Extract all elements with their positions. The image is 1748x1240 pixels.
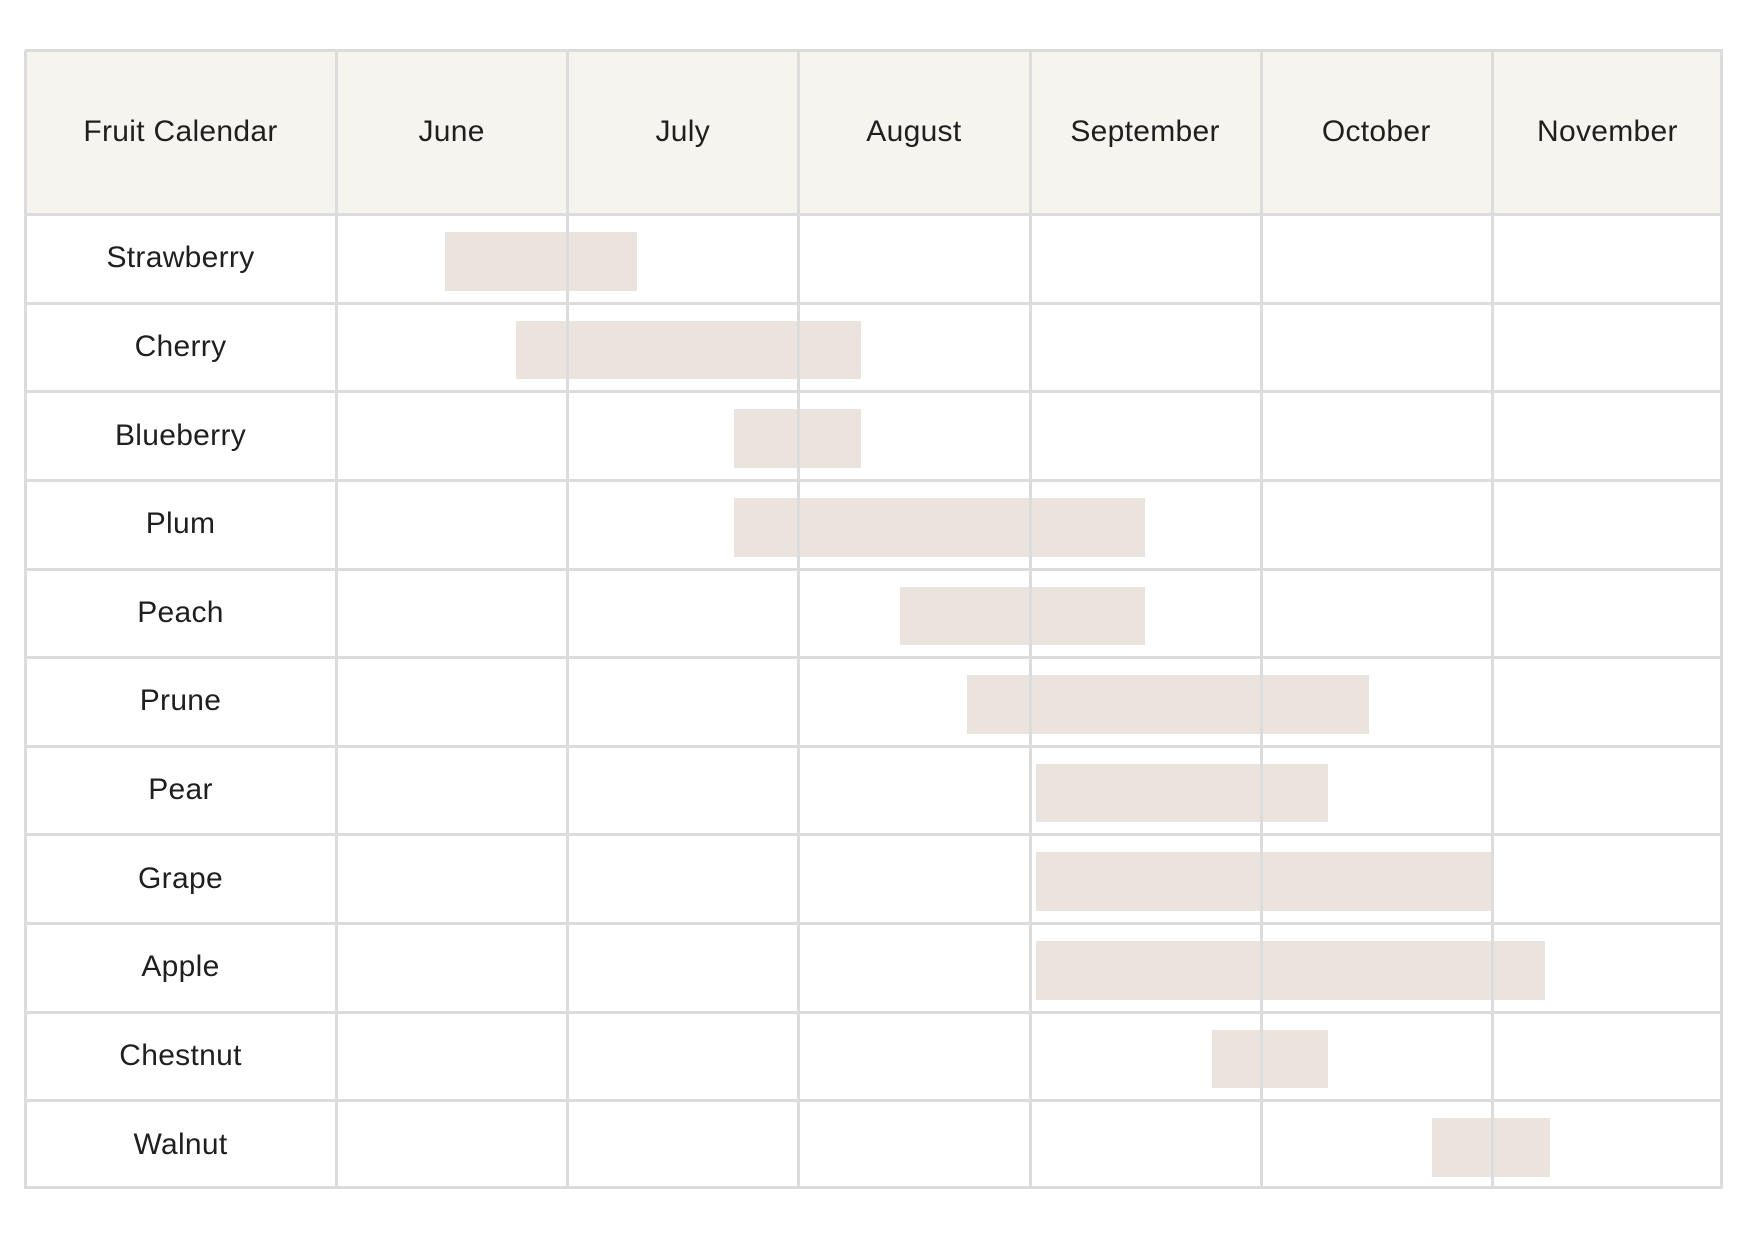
- grid-vline: [1028, 50, 1032, 1189]
- chart-title: Fruit Calendar: [83, 115, 278, 148]
- row-label-grape: Grape: [138, 861, 223, 895]
- row-label-blueberry: Blueberry: [114, 418, 247, 452]
- row-label-apple: Apple: [141, 950, 220, 984]
- grid-hline: [25, 390, 1723, 394]
- season-bar-chestnut: [1212, 1029, 1328, 1089]
- row-label-prune: Prune: [139, 684, 222, 718]
- grid-hline: [25, 744, 1723, 748]
- grid-hline: [25, 213, 1723, 216]
- grid-hline: [25, 1186, 1723, 1189]
- season-bar-prune: [967, 675, 1370, 734]
- row-label-pear: Pear: [148, 773, 213, 807]
- grid-hline: [25, 656, 1723, 660]
- season-bar-cherry: [516, 320, 861, 380]
- grid-hline: [25, 1099, 1723, 1103]
- grid-vline: [797, 50, 801, 1189]
- header-row-background: [25, 50, 1723, 214]
- season-bar-apple: [1036, 941, 1545, 1000]
- grid-vline: [24, 50, 27, 1189]
- grid-hline: [25, 49, 1723, 52]
- row-label-plum: Plum: [145, 507, 216, 541]
- month-header-july: July: [655, 115, 711, 148]
- month-header-june: June: [418, 115, 485, 148]
- grid-hline: [25, 301, 1723, 305]
- season-bar-pear: [1036, 763, 1328, 823]
- grid-hline: [25, 567, 1723, 571]
- season-bar-strawberry: [444, 232, 637, 291]
- row-label-chestnut: Chestnut: [119, 1039, 242, 1073]
- grid-vline: [335, 50, 338, 1189]
- grid-vline: [1720, 50, 1723, 1189]
- row-label-cherry: Cherry: [134, 329, 227, 363]
- month-header-september: September: [1070, 115, 1220, 148]
- season-bar-walnut: [1431, 1118, 1550, 1177]
- grid-vline: [566, 50, 570, 1189]
- season-bar-plum: [733, 497, 1146, 557]
- season-bar-blueberry: [733, 409, 861, 468]
- month-header-november: November: [1537, 115, 1678, 148]
- grid-hline: [25, 833, 1723, 837]
- row-label-strawberry: Strawberry: [106, 241, 255, 275]
- grid-hline: [25, 1010, 1723, 1014]
- grid-hline: [25, 922, 1723, 926]
- fruit-calendar-chart: Fruit Calendar June July August September Oc…: [24, 49, 1723, 1189]
- season-bar-peach: [900, 586, 1146, 646]
- month-header-october: October: [1321, 115, 1431, 148]
- grid-hline: [25, 478, 1723, 482]
- row-label-peach: Peach: [137, 595, 224, 629]
- month-header-august: August: [866, 115, 962, 148]
- grid-vline: [1490, 50, 1494, 1189]
- season-bar-grape: [1036, 852, 1492, 912]
- row-label-walnut: Walnut: [133, 1127, 228, 1161]
- grid-vline: [1259, 50, 1263, 1189]
